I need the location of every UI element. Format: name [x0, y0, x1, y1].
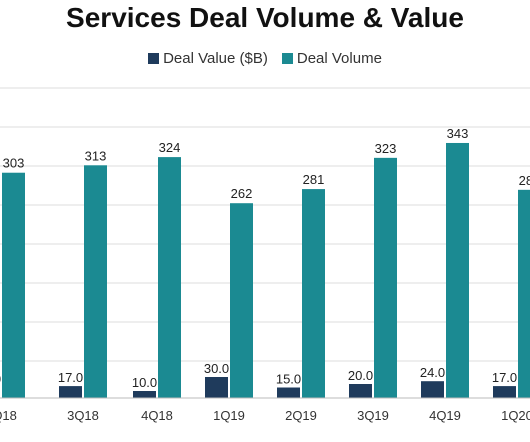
- data-label-deal-volume: 313: [85, 148, 107, 163]
- bar-deal-value: [133, 391, 156, 398]
- data-label-deal-value: 10.0: [132, 375, 157, 390]
- legend-label-deal-value: Deal Value ($B): [163, 50, 268, 67]
- bar-deal-value: [493, 386, 516, 398]
- x-tick-label: 2Q18: [0, 408, 17, 423]
- x-tick-label: 1Q20: [501, 408, 530, 423]
- data-label-deal-volume: 281: [303, 172, 325, 187]
- x-tick-label: 4Q18: [141, 408, 173, 423]
- legend-swatch-deal-volume: [281, 53, 293, 64]
- data-label-deal-volume: 323: [375, 141, 397, 156]
- bar-deal-value: [277, 387, 300, 398]
- data-label-deal-volume: 343: [447, 126, 469, 141]
- x-tick-label: 2Q19: [285, 408, 317, 423]
- data-label-deal-value: 20.0: [348, 368, 373, 383]
- x-tick-label: 3Q19: [357, 408, 389, 423]
- data-label-deal-value: 30.0: [204, 361, 229, 376]
- data-label-deal-volume: 262: [231, 186, 253, 201]
- bar-deal-volume: [2, 172, 25, 398]
- x-tick-label: 3Q18: [67, 408, 99, 423]
- legend-item-deal-volume: Deal Volume: [281, 50, 382, 67]
- bar-deal-volume: [374, 157, 397, 398]
- legend: Deal Value ($B) Deal Volume: [0, 50, 530, 67]
- bar-deal-volume: [84, 165, 107, 398]
- bar-deal-value: [59, 386, 82, 398]
- data-label-deal-volume: 280: [519, 173, 530, 188]
- data-label-deal-volume: 324: [159, 140, 181, 155]
- bar-deal-value: [349, 384, 372, 398]
- data-label-deal-value: 24.0: [420, 365, 445, 380]
- data-label-deal-value: 17.0: [58, 370, 83, 385]
- bar-deal-value: [205, 377, 228, 398]
- chart-title: Services Deal Volume & Value: [66, 2, 464, 33]
- legend-item-deal-value: Deal Value ($B): [148, 50, 268, 67]
- data-label-deal-value: 15.0: [0, 372, 1, 387]
- bar-deal-volume: [302, 189, 325, 398]
- legend-label-deal-volume: Deal Volume: [296, 50, 382, 67]
- bar-deal-value: [421, 381, 444, 398]
- legend-swatch-deal-value: [148, 53, 160, 64]
- data-label-deal-volume: 303: [3, 156, 25, 171]
- data-label-deal-value: 15.0: [276, 372, 301, 387]
- data-label-deal-value: 17.0: [492, 370, 517, 385]
- x-tick-label: 1Q19: [213, 408, 245, 423]
- bar-deal-volume: [230, 203, 253, 398]
- bar-deal-volume: [158, 157, 181, 398]
- x-tick-label: 4Q19: [429, 408, 461, 423]
- bar-deal-volume: [446, 142, 469, 398]
- bar-deal-volume: [518, 189, 530, 398]
